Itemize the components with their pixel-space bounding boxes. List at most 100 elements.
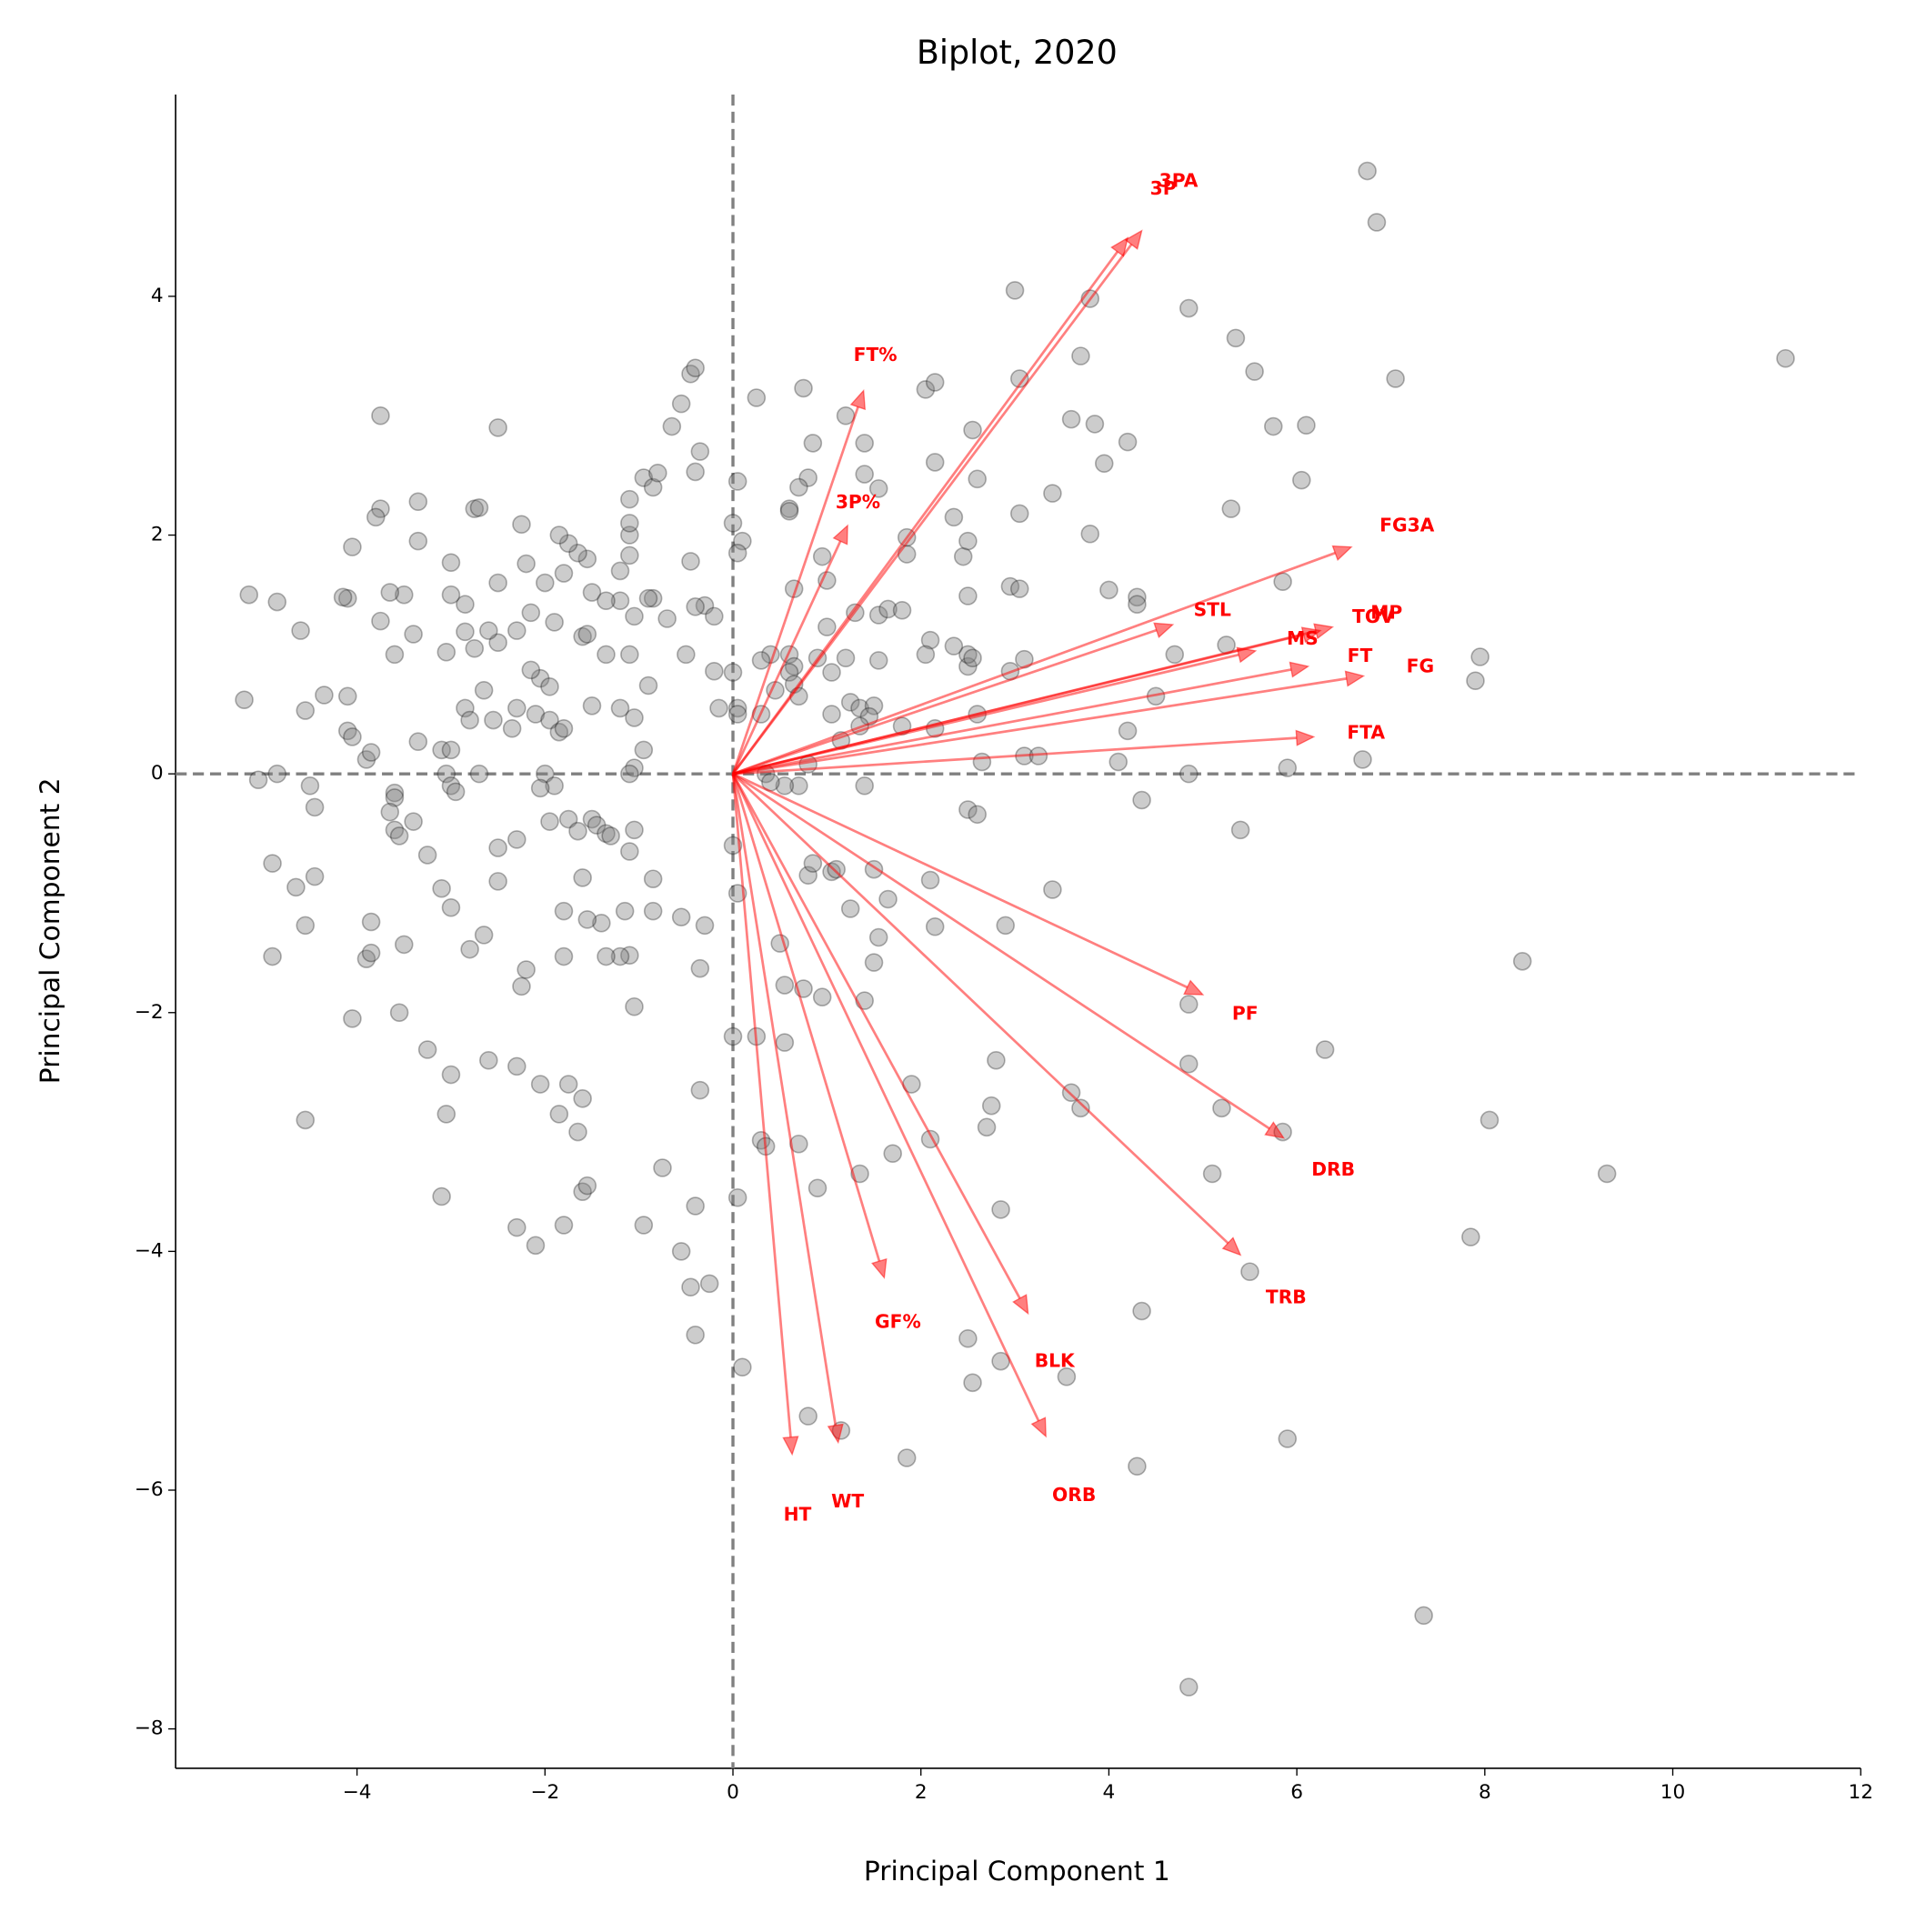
x-tick-label: 10 (1660, 1781, 1686, 1804)
point (953, 546, 973, 566)
point (361, 743, 381, 762)
point (488, 573, 507, 593)
point (1085, 415, 1105, 434)
point (864, 953, 884, 972)
loading-label: 3P% (836, 491, 880, 513)
y-tick-label: 0 (151, 762, 164, 785)
point (1179, 1054, 1199, 1074)
point (1386, 369, 1405, 388)
point (733, 531, 752, 551)
loading-arrow (731, 773, 881, 1262)
point (1240, 1262, 1259, 1281)
y-tick-label: −4 (135, 1239, 164, 1262)
loading-label: DRB (1311, 1158, 1355, 1180)
loading-label: FT% (854, 344, 898, 365)
point (436, 1105, 456, 1124)
point (456, 622, 475, 642)
point (338, 721, 357, 741)
arrow-head (832, 524, 848, 546)
point (291, 621, 310, 640)
point (1297, 415, 1316, 435)
point (286, 877, 306, 897)
point (517, 554, 536, 574)
chart-title: Biplot, 2020 (917, 33, 1118, 72)
point (1226, 328, 1246, 348)
point (620, 946, 639, 966)
point (733, 1357, 752, 1377)
point (385, 788, 405, 807)
loading-label: MS (1287, 627, 1319, 649)
point (695, 596, 715, 616)
point (536, 573, 555, 593)
loading-arrow (732, 551, 1336, 776)
arrow-head (1012, 1294, 1029, 1316)
point (686, 597, 705, 616)
point (892, 600, 912, 620)
point (827, 859, 846, 879)
point (361, 943, 381, 963)
point (479, 1051, 498, 1070)
x-tick-label: −4 (343, 1781, 372, 1804)
point (456, 698, 475, 718)
point (296, 916, 316, 936)
point (868, 651, 888, 670)
point (1315, 1040, 1335, 1059)
point (723, 1026, 743, 1046)
point (897, 1448, 917, 1467)
point (573, 1089, 592, 1108)
arrow-head (1331, 545, 1353, 561)
point (671, 394, 691, 414)
point (446, 782, 466, 802)
y-tick-label: 4 (151, 285, 164, 307)
point (239, 585, 259, 605)
point (681, 365, 700, 384)
point (441, 897, 461, 917)
point (1414, 1606, 1433, 1626)
point (625, 996, 644, 1016)
loading-label: ORB (1052, 1484, 1096, 1506)
point (686, 1196, 705, 1216)
point (395, 585, 414, 605)
point (958, 800, 978, 819)
point (775, 1033, 795, 1052)
point (549, 1105, 569, 1124)
point (592, 914, 611, 933)
point (573, 868, 592, 887)
point (620, 764, 639, 784)
point (545, 776, 564, 796)
point (1118, 721, 1138, 741)
point (333, 587, 353, 607)
point (507, 1056, 527, 1076)
point (488, 418, 507, 437)
point (512, 515, 531, 534)
point (554, 901, 574, 921)
point (803, 854, 823, 873)
arrow-head (871, 1257, 888, 1279)
point (958, 645, 978, 665)
point (1009, 579, 1029, 598)
point (996, 916, 1015, 936)
point (727, 698, 747, 718)
point (248, 770, 268, 789)
point (671, 1242, 691, 1261)
loading-label: FT (1348, 645, 1373, 666)
arrow-head (1344, 670, 1366, 687)
point (662, 416, 682, 436)
loading-arrow (731, 773, 838, 1426)
point (779, 499, 799, 518)
loading-label: FTA (1347, 721, 1385, 743)
point (577, 549, 597, 569)
point (850, 698, 869, 718)
point (1230, 820, 1250, 840)
point (812, 546, 832, 566)
point (1221, 499, 1241, 518)
point (315, 686, 334, 705)
point (235, 690, 254, 710)
point (1212, 1098, 1231, 1118)
point (625, 758, 644, 777)
point (620, 514, 639, 533)
point (469, 764, 489, 784)
point (727, 705, 747, 724)
